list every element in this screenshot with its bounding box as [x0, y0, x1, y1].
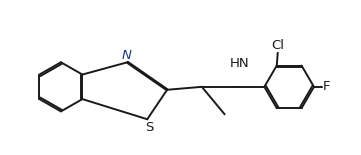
Text: Cl: Cl [272, 39, 285, 52]
Text: HN: HN [230, 57, 249, 70]
Text: S: S [145, 121, 153, 134]
Text: F: F [323, 80, 331, 93]
Text: N: N [122, 49, 131, 62]
